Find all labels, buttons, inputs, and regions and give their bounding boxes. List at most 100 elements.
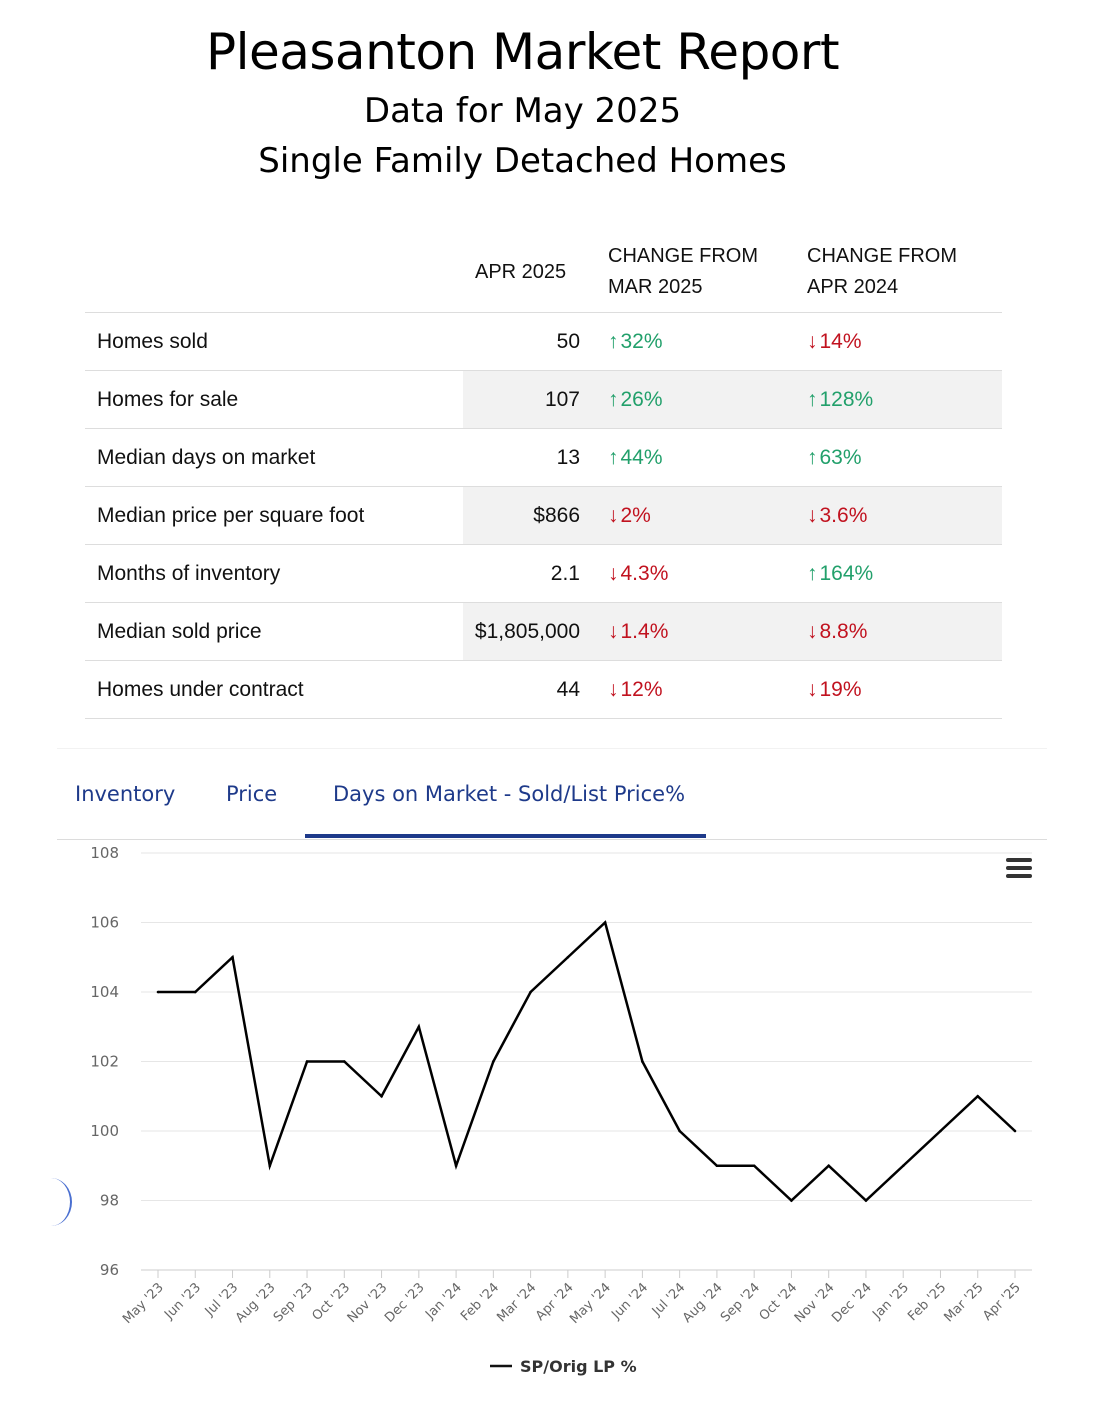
y-tick-label: 100 (90, 1122, 119, 1140)
row-change-year: ↑164% (795, 544, 1002, 603)
row-value-text: 2.1 (550, 561, 580, 585)
row-label: Median days on market (85, 428, 463, 487)
table-row: Homes under contract 44 ↓12% ↓19% (85, 660, 1002, 719)
x-tick-label: Jan '25 (869, 1280, 912, 1323)
y-tick-label: 98 (100, 1192, 119, 1210)
arrow-down-icon: ↓ (608, 677, 619, 701)
row-change-year-text: 63% (819, 445, 862, 469)
arrow-down-icon: ↓ (807, 329, 818, 353)
row-value: $866 (463, 486, 596, 545)
row-label: Homes sold (85, 312, 463, 371)
row-value: 50 (463, 312, 596, 371)
table-row: Months of inventory 2.1 ↓4.3% ↑164% (85, 544, 1002, 603)
x-tick-label: Jan '24 (422, 1280, 465, 1323)
row-label: Months of inventory (85, 544, 463, 603)
data-point (1013, 1129, 1017, 1133)
report-category: Single Family Detached Homes (258, 141, 787, 181)
row-label: Homes under contract (85, 660, 463, 719)
data-point (827, 1164, 830, 1168)
x-tick-label: Aug '24 (680, 1280, 726, 1326)
header-change1-line2: MAR 2025 (608, 276, 703, 298)
x-tick-label: Aug '23 (233, 1280, 279, 1326)
row-label: Homes for sale (85, 370, 463, 429)
data-point (380, 1094, 383, 1098)
row-change-year: ↓3.6% (795, 486, 1002, 545)
table-row: Median days on market 13 ↑44% ↑63% (85, 428, 1002, 487)
data-point (193, 990, 197, 994)
x-tick-label: Nov '23 (345, 1280, 391, 1326)
x-tick-label: Nov '24 (792, 1280, 838, 1326)
data-point (492, 1060, 495, 1063)
arrow-up-icon: ↑ (807, 561, 818, 585)
row-change-month-text: 1.4% (620, 619, 669, 643)
hamburger-menu-icon[interactable] (1006, 858, 1032, 880)
y-tick-label: 102 (90, 1053, 119, 1071)
report-date: Data for May 2025 (363, 91, 682, 131)
header-change2-line2: APR 2024 (807, 276, 899, 298)
tabs-bottom-divider (57, 839, 1047, 840)
table-body: Homes sold 50 ↑32% ↓14% Homes for sale 107 ↑26… (85, 312, 1002, 719)
row-label-text: Months of inventory (97, 561, 281, 585)
row-change-year-text: 14% (819, 329, 862, 353)
tabs-top-divider (57, 748, 1047, 749)
x-tick-label: Jun '24 (608, 1280, 651, 1323)
x-tick-label: Jun '23 (161, 1280, 204, 1323)
table-row: Median price per square foot $866 ↓ 2% ↓3.6% (85, 486, 1002, 545)
x-tick-label: Sep '23 (271, 1280, 316, 1325)
chart-tabs: Inventory Price Days on Market - Sold/Li… (57, 748, 1047, 840)
arrow-down-icon: ↓ (807, 677, 818, 701)
row-change-year-text: 19% (819, 677, 862, 701)
market-stats-table: APR 2025 CHANGE FROM MAR 2025 CHANGE FROM… (85, 232, 1002, 719)
row-change-year: ↓19% (795, 660, 1002, 719)
row-change-month-text: 44% (620, 445, 663, 469)
header-value-col: APR 2025 (463, 232, 596, 313)
arrow-up-icon: ↑ (608, 329, 619, 353)
row-change-year-text: 3.6% (819, 503, 868, 527)
row-change-month-text: 32% (620, 329, 663, 353)
tab-days-on-market[interactable]: Days on Market - Sold/List Price% (333, 782, 686, 806)
arrow-down-icon: ↓ (608, 619, 619, 643)
data-point (752, 1164, 756, 1168)
tab-inventory[interactable]: Inventory (75, 782, 176, 806)
x-tick-label: Dec '23 (382, 1280, 428, 1326)
header-change1-line1: CHANGE FROM (608, 245, 758, 267)
x-tick-label: Feb '24 (458, 1280, 502, 1324)
y-tick-label: 108 (90, 844, 119, 862)
row-change-month-text: 26% (620, 387, 663, 411)
data-point (790, 1199, 793, 1202)
arrow-down-icon: ↓ (608, 561, 619, 585)
row-change-month: ↑44% (596, 428, 795, 487)
row-label-text: Homes under contract (97, 677, 304, 701)
data-point (715, 1164, 719, 1168)
data-point (231, 955, 234, 959)
row-change-month: ↓4.3% (596, 544, 795, 603)
x-tick-label: May '23 (120, 1280, 167, 1327)
row-value-text: $866 (533, 503, 580, 527)
x-tick-label: Mar '24 (494, 1280, 539, 1325)
row-change-month-text: 12% (620, 677, 663, 701)
row-change-year-text: 128% (819, 387, 874, 411)
row-value: 44 (463, 660, 596, 719)
data-point (566, 955, 570, 959)
row-value-text: 44 (556, 677, 580, 701)
header-change2-col: CHANGE FROM APR 2024 (795, 232, 1002, 313)
x-tick-label: May '24 (567, 1280, 614, 1327)
report-title: Pleasanton Market Report (205, 23, 840, 81)
row-value: 107 (463, 370, 596, 429)
scroll-arc-indicator[interactable] (30, 1178, 72, 1226)
data-point (156, 990, 160, 994)
x-tick-label: Apr '25 (980, 1280, 1024, 1324)
y-tick-label: 104 (90, 983, 119, 1001)
row-value-text: 13 (556, 445, 580, 469)
series-line (158, 920, 1016, 1203)
arrow-up-icon: ↑ (807, 387, 818, 411)
row-label: Median price per square foot (85, 486, 463, 545)
data-point (864, 1199, 868, 1202)
row-change-month-text: 2% (620, 503, 651, 527)
table-row: Median sold price $1,805,000 ↓1.4% ↓8.8% (85, 602, 1002, 661)
header-label-col (85, 232, 463, 313)
arrow-down-icon: ↓ (807, 503, 818, 527)
tab-price[interactable]: Price (226, 782, 278, 806)
row-value: $1,805,000 (463, 602, 596, 661)
